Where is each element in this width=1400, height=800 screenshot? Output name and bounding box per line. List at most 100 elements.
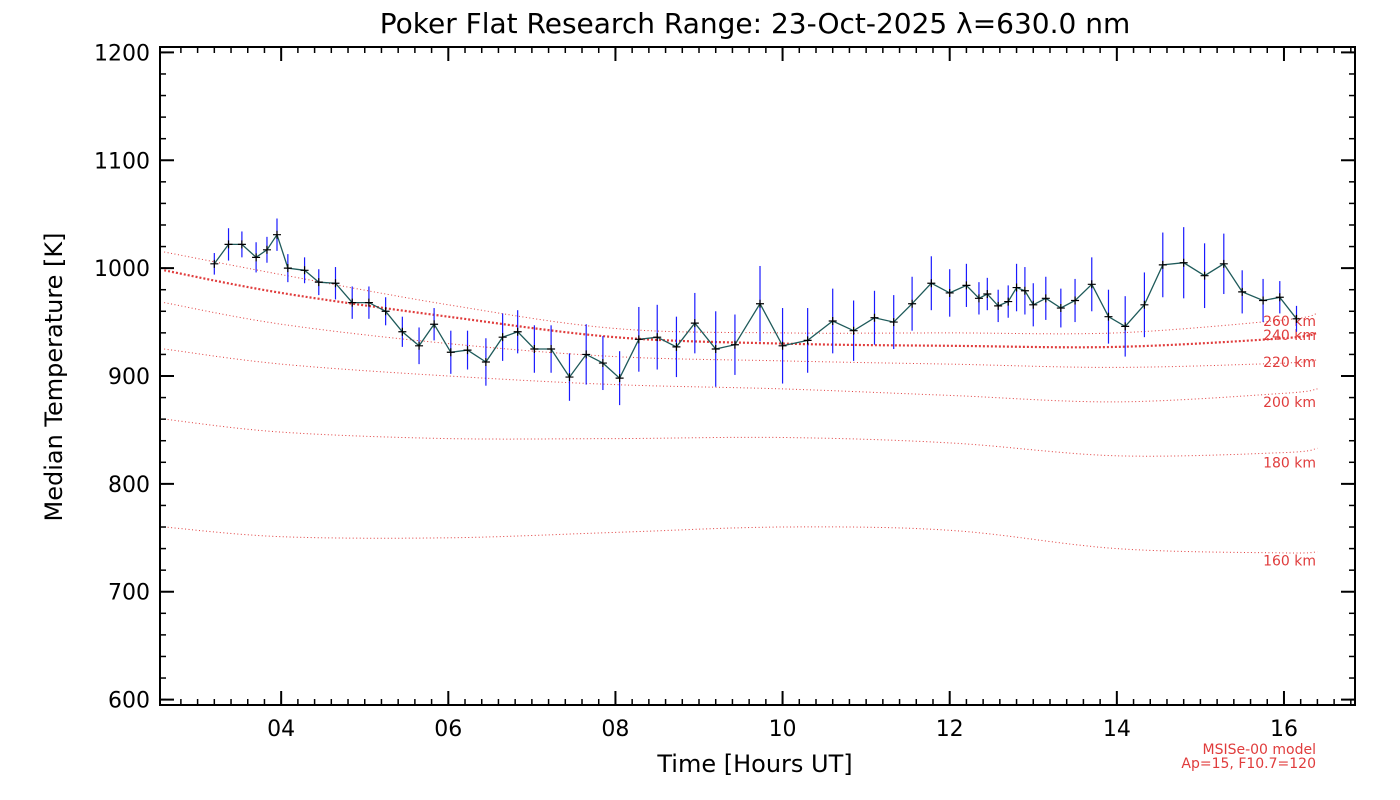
data-point xyxy=(1087,280,1096,289)
data-point xyxy=(615,374,624,383)
data-point xyxy=(803,336,812,345)
x-tick-label: 16 xyxy=(1270,717,1298,742)
model-annotation-line1: MSISe-00 model xyxy=(1202,742,1316,758)
data-point xyxy=(1275,293,1284,302)
data-point xyxy=(1020,286,1029,295)
data-point xyxy=(565,373,574,382)
y-tick-label: 900 xyxy=(108,365,150,390)
data-point xyxy=(828,316,837,325)
chart-title: Poker Flat Research Range: 23-Oct-2025 λ… xyxy=(380,7,1131,40)
data-point xyxy=(994,301,1003,310)
x-tick-label: 12 xyxy=(936,717,964,742)
y-tick-label: 800 xyxy=(108,473,150,498)
data-point xyxy=(1121,322,1130,331)
data-point xyxy=(1238,287,1247,296)
data-point xyxy=(272,230,281,239)
data-point xyxy=(756,299,765,308)
model-label-240-km: 240 km xyxy=(1263,328,1316,344)
x-tick-label: 04 xyxy=(267,717,295,742)
model-label-160-km: 160 km xyxy=(1263,553,1316,569)
data-point xyxy=(398,327,407,336)
model-curve-160-km xyxy=(164,526,1318,554)
data-point xyxy=(974,294,983,303)
data-point xyxy=(481,357,490,366)
data-point xyxy=(530,345,539,354)
axes: 04 06 08 10 12 14 16 600 700 800 900 1000 1100 1200 xyxy=(94,41,1356,742)
model-annotation-line2: Ap=15, F10.7=120 xyxy=(1181,756,1316,772)
data-point xyxy=(1158,260,1167,269)
data-point xyxy=(283,264,292,273)
model-curve-200-km xyxy=(164,348,1318,403)
data-point xyxy=(1004,297,1013,306)
plot-frame xyxy=(159,46,1356,706)
y-tick-label: 1200 xyxy=(94,41,150,66)
data-point xyxy=(314,278,323,287)
data-point xyxy=(1259,296,1268,305)
data-point xyxy=(300,266,309,275)
model-label-180-km: 180 km xyxy=(1263,455,1316,471)
model-curve-220-km xyxy=(164,302,1318,368)
data-point xyxy=(889,318,898,327)
y-tick-label: 600 xyxy=(108,689,150,714)
model-label-220-km: 220 km xyxy=(1263,355,1316,371)
data-point xyxy=(1056,304,1065,313)
data-point xyxy=(1140,300,1149,309)
data-point xyxy=(983,290,992,299)
model-curve-240-km xyxy=(163,269,1318,349)
data-point xyxy=(430,320,439,329)
data-point xyxy=(1179,258,1188,267)
data-point xyxy=(210,259,219,268)
temperature-line xyxy=(213,233,1298,380)
model-curve-260-km xyxy=(164,251,1318,335)
data-point xyxy=(415,341,424,350)
x-tick-label: 08 xyxy=(601,717,629,742)
data-point xyxy=(1012,283,1021,292)
data-point xyxy=(672,342,681,351)
data-point xyxy=(1071,296,1080,305)
data-point xyxy=(962,281,971,290)
data-point xyxy=(1292,314,1301,323)
model-label-260-km: 260 km xyxy=(1263,314,1316,330)
data-point xyxy=(927,279,936,288)
data-series xyxy=(210,218,1301,406)
data-point xyxy=(237,240,246,249)
data-point xyxy=(348,298,357,307)
x-axis-label: Time [Hours UT] xyxy=(656,750,852,778)
y-tick-label: 1100 xyxy=(94,149,150,174)
y-tick-label: 1000 xyxy=(94,257,150,282)
y-axis-label: Median Temperature [K] xyxy=(40,232,68,521)
x-tick-label: 06 xyxy=(434,717,462,742)
data-point xyxy=(1200,271,1209,280)
data-point xyxy=(908,299,917,308)
data-point xyxy=(381,307,390,316)
data-point xyxy=(331,279,340,288)
data-point xyxy=(849,326,858,335)
data-point xyxy=(870,313,879,322)
data-point xyxy=(463,346,472,355)
y-tick-label: 700 xyxy=(108,581,150,606)
data-point xyxy=(778,341,787,350)
data-point xyxy=(498,333,507,342)
x-tick-label: 10 xyxy=(769,717,797,742)
data-point xyxy=(1029,300,1038,309)
data-point xyxy=(446,348,455,357)
data-point xyxy=(711,345,720,354)
data-point xyxy=(634,335,643,344)
data-point xyxy=(730,340,739,349)
data-point xyxy=(224,240,233,249)
x-tick-label: 14 xyxy=(1103,717,1131,742)
data-point xyxy=(252,253,261,262)
data-point xyxy=(653,333,662,342)
data-point xyxy=(1219,259,1228,268)
data-point xyxy=(598,359,607,368)
data-point xyxy=(547,345,556,354)
model-label-200-km: 200 km xyxy=(1263,395,1316,411)
data-point xyxy=(364,298,373,307)
data-point xyxy=(945,288,954,297)
data-point xyxy=(582,350,591,359)
model-curve-180-km xyxy=(164,418,1318,457)
data-point xyxy=(262,245,271,254)
data-point xyxy=(690,319,699,328)
data-point xyxy=(1041,294,1050,303)
